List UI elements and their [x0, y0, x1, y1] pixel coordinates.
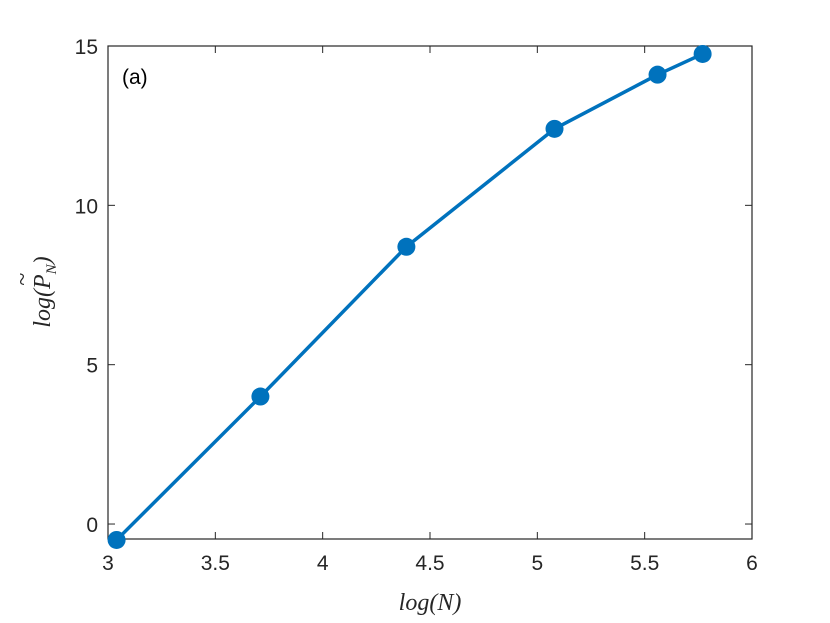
x-tick-label: 6 [746, 552, 758, 575]
plot-area: 3 3.5 4 4.5 5 5.5 6 0 5 10 15 [75, 36, 758, 575]
data-point-marker [107, 530, 126, 549]
data-point-marker [693, 44, 712, 63]
x-tick-label: 3 [102, 552, 114, 575]
x-axis-label: log(N) [399, 590, 462, 616]
data-series [107, 44, 712, 549]
svg-text:log(PN): log(PN) [30, 256, 60, 327]
data-point-marker [397, 237, 416, 256]
data-point-marker [251, 387, 270, 406]
x-tick-label: 5 [531, 552, 543, 575]
y-axis-label: log(PN) ~ [10, 256, 60, 327]
x-tick-label: 4.5 [415, 552, 444, 575]
panel-label: (a) [122, 66, 148, 89]
axes-box [107, 45, 753, 540]
y-tick-label: 10 [75, 195, 98, 218]
y-tick-label: 0 [86, 514, 98, 537]
data-point-marker [545, 119, 564, 138]
tilde-accent: ~ [10, 273, 36, 286]
y-tick-label: 5 [86, 355, 98, 378]
x-tick-label: 3.5 [201, 552, 230, 575]
y-tick-label: 15 [75, 36, 98, 59]
x-tick-label: 4 [317, 552, 329, 575]
x-tick-label: 5.5 [630, 552, 659, 575]
data-point-marker [648, 65, 667, 84]
